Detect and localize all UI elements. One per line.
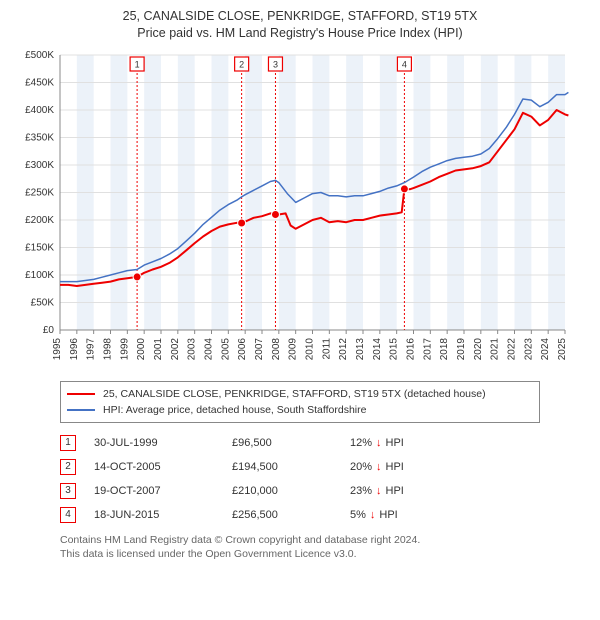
event-diff-hpi: HPI — [386, 485, 404, 497]
event-row: 1 30-JUL-1999 £96,500 12% ↓ HPI — [60, 431, 540, 455]
event-date: 30-JUL-1999 — [94, 437, 214, 449]
event-row: 2 14-OCT-2005 £194,500 20% ↓ HPI — [60, 455, 540, 479]
event-date: 14-OCT-2005 — [94, 461, 214, 473]
arrow-down-icon: ↓ — [370, 509, 376, 521]
x-tick-label: 1998 — [103, 337, 114, 360]
x-tick-label: 2009 — [288, 337, 299, 360]
x-tick-label: 1997 — [86, 337, 97, 360]
x-tick-label: 2010 — [305, 337, 316, 360]
event-date: 19-OCT-2007 — [94, 485, 214, 497]
event-diff-pct: 23% — [350, 485, 372, 497]
event-marker-id: 4 — [402, 59, 407, 69]
x-tick-label: 1996 — [69, 337, 80, 360]
event-marker-box: 2 — [60, 459, 76, 475]
legend-item: HPI: Average price, detached house, Sout… — [67, 402, 533, 418]
arrow-down-icon: ↓ — [376, 461, 382, 473]
event-diff-hpi: HPI — [379, 509, 397, 521]
event-diff-pct: 5% — [350, 509, 366, 521]
legend: 25, CANALSIDE CLOSE, PENKRIDGE, STAFFORD… — [60, 381, 540, 423]
y-tick-label: £250K — [25, 187, 54, 198]
x-tick-label: 2002 — [170, 337, 181, 360]
chart: £0 £50K £100K £150K £200K £250K £300K £350K £400… — [10, 50, 590, 373]
x-tick-label: 2018 — [439, 337, 450, 360]
event-marker-box: 4 — [60, 507, 76, 523]
event-price: £96,500 — [232, 437, 332, 449]
x-tick-label: 2004 — [204, 337, 215, 360]
y-tick-label: £500K — [25, 50, 54, 61]
event-price: £210,000 — [232, 485, 332, 497]
x-tick-label: 2007 — [254, 337, 265, 360]
event-dot — [271, 210, 279, 218]
y-tick-label: £50K — [31, 297, 55, 308]
legend-label: 25, CANALSIDE CLOSE, PENKRIDGE, STAFFORD… — [103, 388, 486, 400]
event-diff: 23% ↓ HPI — [350, 485, 470, 497]
event-marker-box: 1 — [60, 435, 76, 451]
event-row: 3 19-OCT-2007 £210,000 23% ↓ HPI — [60, 479, 540, 503]
event-marker-id: 3 — [273, 59, 278, 69]
y-tick-label: £400K — [25, 105, 54, 116]
legend-swatch — [67, 393, 95, 395]
event-dot — [400, 185, 408, 193]
x-tick-label: 2023 — [523, 337, 534, 360]
legend-label: HPI: Average price, detached house, Sout… — [103, 404, 366, 416]
chart-title: 25, CANALSIDE CLOSE, PENKRIDGE, STAFFORD… — [10, 8, 590, 42]
event-price: £194,500 — [232, 461, 332, 473]
chart-svg: £0 £50K £100K £150K £200K £250K £300K £350K £400… — [10, 50, 570, 370]
event-diff: 5% ↓HPI — [350, 509, 470, 521]
y-tick-label: £200K — [25, 215, 54, 226]
y-tick-label: £300K — [25, 160, 54, 171]
x-tick-label: 2017 — [422, 337, 433, 360]
title-line-2: Price paid vs. HM Land Registry's House … — [137, 26, 462, 40]
x-tick-label: 2020 — [473, 337, 484, 360]
x-tick-label: 2008 — [271, 337, 282, 360]
x-tick-label: 2021 — [490, 337, 501, 360]
footer-attrib: Contains HM Land Registry data © Crown c… — [60, 533, 560, 561]
event-marker-box: 3 — [60, 483, 76, 499]
event-dot — [238, 219, 246, 227]
events-table: 130-JUL-1999£96,50012%↓HPI214-OCT-2005£1… — [60, 431, 540, 527]
x-tick-label: 2024 — [540, 337, 551, 360]
y-tick-label: £350K — [25, 132, 54, 143]
x-tick-label: 1999 — [119, 337, 130, 360]
legend-item: 25, CANALSIDE CLOSE, PENKRIDGE, STAFFORD… — [67, 386, 533, 402]
x-tick-label: 1995 — [52, 337, 63, 360]
footer-line-1: Contains HM Land Registry data © Crown c… — [60, 534, 420, 546]
y-tick-label: £150K — [25, 242, 54, 253]
x-tick-label: 2013 — [355, 337, 366, 360]
event-diff: 20% ↓ HPI — [350, 461, 470, 473]
event-marker-id: 1 — [135, 59, 140, 69]
x-tick-label: 2025 — [557, 337, 568, 360]
title-line-1: 25, CANALSIDE CLOSE, PENKRIDGE, STAFFORD… — [123, 9, 478, 23]
x-tick-label: 2019 — [456, 337, 467, 360]
event-marker-id: 2 — [239, 59, 244, 69]
x-tick-label: 2016 — [406, 337, 417, 360]
x-tick-label: 2001 — [153, 337, 164, 360]
event-diff: 12% ↓ HPI — [350, 437, 470, 449]
x-tick-label: 2022 — [507, 337, 518, 360]
event-diff-pct: 20% — [350, 461, 372, 473]
legend-swatch — [67, 409, 95, 411]
x-tick-label: 2000 — [136, 337, 147, 360]
footer-line-2: This data is licensed under the Open Gov… — [60, 548, 357, 560]
event-row: 4 18-JUN-2015 £256,500 5% ↓HPI — [60, 503, 540, 527]
arrow-down-icon: ↓ — [376, 437, 382, 449]
x-tick-label: 2015 — [389, 337, 400, 360]
event-diff-hpi: HPI — [386, 461, 404, 473]
event-dot — [133, 273, 141, 281]
y-tick-label: £100K — [25, 270, 54, 281]
x-tick-label: 2003 — [187, 337, 198, 360]
event-diff-pct: 12% — [350, 437, 372, 449]
y-tick-label: £450K — [25, 77, 54, 88]
event-price: £256,500 — [232, 509, 332, 521]
x-tick-label: 2005 — [220, 337, 231, 360]
event-diff-hpi: HPI — [386, 437, 404, 449]
x-tick-label: 2014 — [372, 337, 383, 360]
x-tick-label: 2011 — [321, 337, 332, 359]
x-tick-label: 2006 — [237, 337, 248, 360]
arrow-down-icon: ↓ — [376, 485, 382, 497]
y-tick-label: £0 — [43, 325, 55, 336]
x-tick-label: 2012 — [338, 337, 349, 360]
event-date: 18-JUN-2015 — [94, 509, 214, 521]
